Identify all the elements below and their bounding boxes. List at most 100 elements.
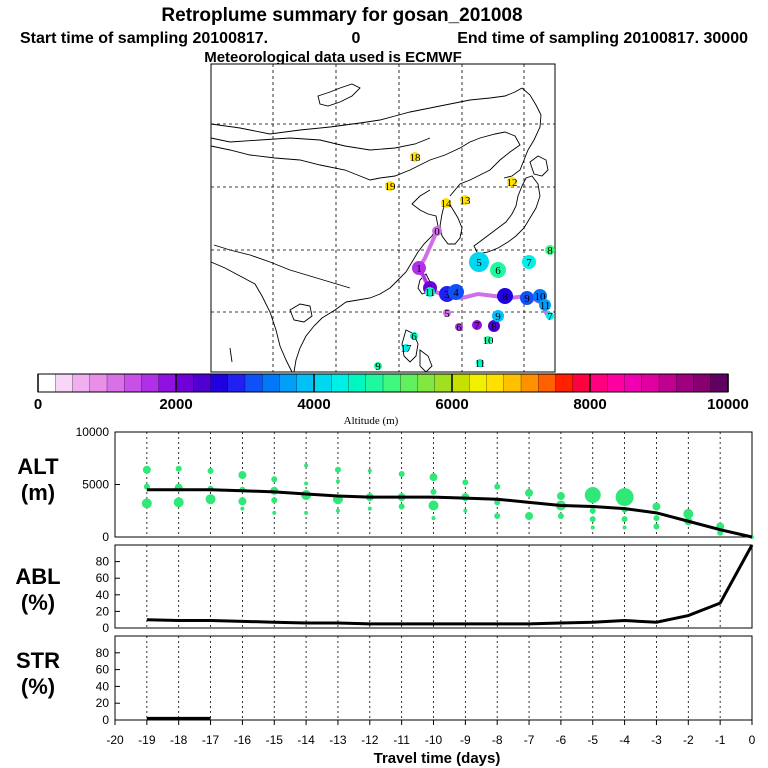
trajectory-marker-label: 19	[385, 181, 397, 193]
y-tick-label: 60	[96, 663, 110, 677]
colorbar-cell	[365, 373, 384, 393]
retroplume-map: 0123456789101156789101187121314181991711…	[210, 63, 556, 373]
altitude-mean-line	[146, 488, 753, 539]
colorbar-cell	[210, 373, 229, 393]
x-tick-label: -6	[556, 733, 567, 747]
colorbar-cell	[607, 373, 626, 393]
alt-panel-unit: (m)	[21, 480, 55, 505]
trajectory-marker	[490, 262, 506, 278]
abl-panel-label: ABL	[15, 564, 60, 589]
trajectory-marker-label: 8	[491, 321, 497, 333]
y-tick-label: 0	[102, 621, 109, 635]
end-time-label: End time of sampling 20100817. 30000	[457, 30, 748, 47]
colorbar-tick-label: 10000	[707, 396, 749, 413]
x-tick-label: -1	[715, 733, 726, 747]
y-tick-label: 20	[96, 696, 110, 710]
colorbar-cell	[676, 373, 695, 393]
x-tick-label: -10	[425, 733, 443, 747]
abl-line	[146, 544, 754, 626]
trajectory-marker	[546, 312, 554, 320]
x-tick-label: -9	[460, 733, 471, 747]
altitude-cluster-point	[142, 465, 151, 474]
y-tick-label: 80	[96, 555, 110, 569]
colorbar-cell	[244, 373, 263, 393]
trajectory-marker	[425, 287, 435, 297]
trajectory-marker-label: 1	[416, 263, 422, 275]
x-tick-label: -13	[329, 733, 347, 747]
colorbar-ticks: 0 2000 4000 6000 8000 10000	[34, 374, 749, 413]
colorbar-cell	[193, 373, 212, 393]
trajectory-marker-label: 17	[401, 343, 413, 355]
altitude-cluster-point	[430, 488, 437, 495]
trajectory-marker-label: 4	[453, 287, 459, 299]
y-tick-label: 60	[96, 571, 110, 585]
altitude-cluster-point	[653, 523, 660, 530]
colorbar-cell	[313, 373, 332, 393]
altitude-cluster-point	[304, 481, 309, 486]
trajectory-marker	[545, 245, 555, 255]
y-tick-label: 0	[102, 713, 109, 727]
colorbar-cell	[520, 373, 539, 393]
colorbar-cell	[538, 373, 557, 393]
x-tick-label: -8	[492, 733, 503, 747]
altitude-cluster-point	[367, 468, 372, 473]
colorbar-cell	[262, 373, 281, 393]
map-frame	[210, 63, 556, 373]
trajectory-marker-label: 7	[474, 320, 480, 332]
altitude-cluster-point	[304, 463, 309, 468]
colorbar-label: Altitude (m)	[344, 415, 399, 427]
alt-panel-label: ALT	[17, 454, 59, 479]
x-tick-label: -3	[651, 733, 662, 747]
figure-title: Retroplume summary for gosan_201008	[161, 5, 522, 26]
trajectory-marker	[492, 310, 504, 322]
trajectory-marker-label: 18	[410, 152, 422, 164]
trajectory-marker	[507, 177, 517, 187]
altitude-cluster-point	[271, 497, 278, 504]
y-tick-label: 40	[96, 679, 110, 693]
travel-time-axis: -20 -19 -18 -17 -16 -15 -14 -13 -12 -11 -10 -9 -8 -7-…	[106, 720, 756, 747]
trajectory-marker	[488, 320, 500, 332]
altitude-cluster-point	[428, 500, 439, 511]
altitude-cluster-point	[143, 483, 150, 490]
x-tick-label: -4	[619, 733, 630, 747]
trajectory-marker	[539, 299, 551, 311]
colorbar-cell	[503, 373, 522, 393]
altitude-panel: 0 5000 10000	[76, 425, 754, 544]
altitude-cluster-point	[238, 497, 247, 506]
trajectory-marker	[441, 198, 451, 208]
trajectory-marker	[432, 226, 442, 236]
trajectory-marker-label: 7	[526, 257, 532, 269]
trajectory-marker	[410, 152, 420, 162]
colorbar-tick-label: 6000	[435, 396, 468, 413]
altitude-cluster-point	[652, 502, 661, 511]
trajectory-marker-label: 11	[540, 300, 551, 312]
abl-panel-unit: (%)	[21, 590, 55, 615]
trajectory-marker	[476, 359, 484, 367]
y-tick-label: 0	[102, 530, 109, 544]
altitude-cluster-point	[429, 473, 438, 482]
colorbar-cell	[589, 373, 608, 393]
colorbar-cell	[555, 373, 574, 393]
colorbar-cell	[158, 373, 177, 393]
x-tick-label: -15	[266, 733, 284, 747]
x-tick-label: -16	[234, 733, 252, 747]
trajectory-marker-label: 6	[495, 265, 501, 277]
colorbar-cell	[451, 373, 470, 393]
map-markers: 0123456789101156789101187121314181991711…	[374, 152, 555, 373]
altitude-cluster-point	[683, 508, 694, 519]
trajectory-marker	[460, 195, 470, 205]
colorbar-cell	[572, 373, 591, 393]
altitude-cluster-point	[205, 494, 216, 505]
trajectory-marker-label: 9	[375, 361, 381, 373]
x-tick-label: -17	[202, 733, 220, 747]
abl-panel: 0 20 40 60 80	[96, 544, 754, 635]
trajectory-marker-label: 5	[476, 257, 482, 269]
colorbar-cell	[400, 373, 419, 393]
altitude-cluster-point	[462, 479, 469, 486]
colorbar-cell	[624, 373, 643, 393]
x-tick-label: -2	[683, 733, 694, 747]
trajectory-marker	[472, 320, 482, 330]
colorbar-cell	[710, 373, 729, 393]
colorbar-cell	[106, 373, 125, 393]
altitude-cluster-point	[398, 503, 405, 510]
